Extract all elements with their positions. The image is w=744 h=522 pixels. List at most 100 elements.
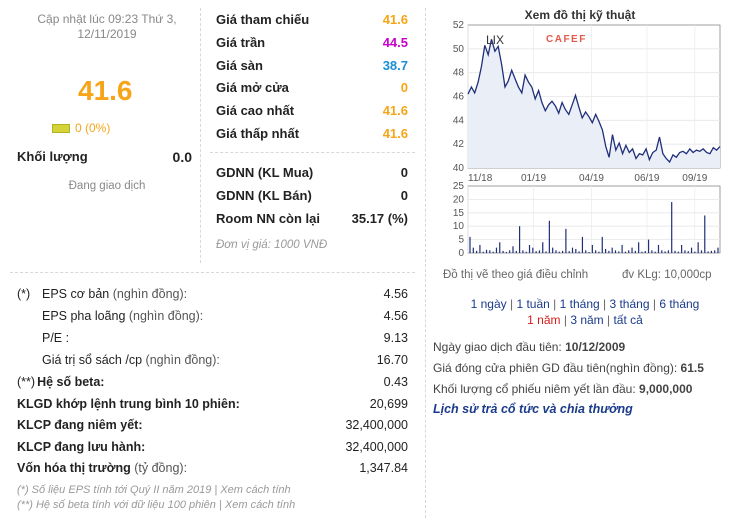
volume-bar	[667, 250, 669, 253]
first-close-price: Giá đóng cửa phiên GD đầu tiên(nghìn đồn…	[433, 361, 704, 375]
initial-listed-volume-label: Khối lượng cổ phiếu niêm yết lần đầu:	[433, 382, 636, 396]
update-time: Cập nhật lúc 09:23 Thứ 3, 12/11/2019	[22, 12, 192, 42]
volume-bar	[469, 236, 471, 253]
timeframe-all[interactable]: tất cả	[613, 313, 643, 327]
volume-bar	[674, 250, 676, 253]
foreign-sell-value: 0	[400, 188, 408, 203]
listed-shares-label: KLCP đang niêm yết:	[17, 418, 143, 432]
volume-bar	[575, 248, 577, 253]
volume-bar	[598, 251, 600, 253]
volume-bar	[522, 250, 524, 253]
timeframe-3-months[interactable]: 3 tháng	[609, 297, 650, 311]
initial-listed-volume-value: 9,000,000	[639, 382, 693, 396]
first-trading-day-value: 10/12/2009	[565, 340, 626, 354]
dividend-history-link[interactable]: Lịch sử trả cổ tức và chia thưởng	[433, 402, 633, 416]
timeframe-6-months[interactable]: 6 tháng	[659, 297, 700, 311]
volume-bar	[548, 220, 550, 253]
update-time-line2: 12/11/2019	[77, 27, 137, 41]
timeframe-1-day[interactable]: 1 ngày	[470, 297, 507, 311]
current-price: 41.6	[78, 75, 133, 106]
volume-bar	[628, 250, 630, 253]
volume-label: Khối lượng	[17, 149, 88, 164]
low-price-value: 41.6	[382, 126, 408, 141]
volume-bar	[489, 250, 491, 253]
volume-bar	[604, 248, 607, 253]
volume-bar	[621, 244, 623, 253]
volume-bar	[657, 244, 660, 253]
volume-bar	[525, 251, 527, 253]
timeframe-1-month[interactable]: 1 tháng	[559, 297, 600, 311]
floor-price-label: Giá sàn	[216, 58, 263, 73]
ref-price-label: Giá tham chiếu	[216, 12, 310, 27]
change-indicator: 0 (0%)	[52, 121, 110, 135]
volume-bar	[601, 236, 603, 253]
price-tick-label: 44	[453, 115, 465, 126]
timeframe-3-years[interactable]: 3 năm	[570, 313, 604, 327]
open-price-value: 0	[400, 80, 408, 95]
eps-basic-value: 4.56	[383, 287, 408, 301]
price-tick-label: 42	[453, 139, 465, 150]
high-price-label: Giá cao nhất	[216, 103, 295, 118]
volume-bar	[638, 242, 640, 253]
volume-bar	[624, 251, 627, 253]
volume-bar	[479, 244, 481, 253]
technical-chart[interactable]: 40 42 44 46 48 50 52 0 5 10 15 20 25 11/18 01/19 04/1…	[428, 20, 728, 265]
volume-bar	[505, 251, 507, 253]
volume-bar	[585, 250, 587, 253]
footnote-beta-link[interactable]: Xem cách tính	[224, 499, 296, 511]
beta-label: Hệ số beta:	[37, 375, 105, 389]
chart-ticker: LIX	[486, 33, 504, 47]
divider-left	[200, 8, 201, 263]
volume-bar	[512, 246, 514, 253]
book-value-label: Giá trị sổ sách /cp	[42, 353, 143, 367]
pe-row: P/E :	[17, 331, 69, 345]
volume-bar	[571, 247, 574, 253]
volume-tick-label: 15	[453, 208, 465, 219]
book-value-value: 16.70	[376, 353, 408, 367]
volume-bar	[535, 251, 537, 253]
volume-tick-label: 5	[458, 235, 464, 246]
volume-bar	[595, 250, 597, 253]
foreign-buy-label: GDNN (KL Mua)	[216, 165, 314, 180]
market-cap-unit: (tỷ đồng):	[134, 461, 188, 475]
volume-bar	[671, 202, 673, 253]
first-trading-day: Ngày giao dịch đầu tiên: 10/12/2009	[433, 340, 625, 354]
volume-bar	[492, 251, 494, 253]
footnote-eps-link[interactable]: Xem cách tính	[220, 484, 291, 496]
divider-price-foreign	[210, 152, 415, 153]
volume-plot	[467, 185, 721, 254]
volume-bar	[700, 250, 703, 253]
footnote-eps: (*) Số liệu EPS tính tới Quý II năm 2019…	[17, 484, 291, 496]
volume-bar	[509, 250, 511, 253]
x-axis: 11/18 01/19 04/19 06/19 09/19	[468, 173, 708, 184]
volume-bar	[502, 250, 504, 253]
change-value: 0 (0%)	[75, 121, 111, 135]
chart-title[interactable]: Xem đồ thị kỹ thuật	[524, 8, 636, 22]
first-close-price-label: Giá đóng cửa phiên GD đầu tiên(nghìn đồn…	[433, 361, 678, 375]
foreign-sell-label: GDNN (KL Bán)	[216, 188, 312, 203]
volume-bar	[519, 226, 521, 253]
volume-bar	[687, 251, 689, 253]
volume-bar	[634, 250, 636, 253]
volume-bar	[618, 251, 620, 253]
x-tick-label: 04/19	[579, 173, 604, 184]
eps-diluted-unit: (nghìn đồng):	[128, 309, 204, 323]
ceiling-price-label: Giá trần	[216, 35, 266, 50]
volume-bar	[681, 244, 683, 253]
volume-bar	[717, 247, 719, 253]
x-tick-label: 06/19	[634, 173, 659, 184]
eps-basic-row: (*) EPS cơ bản (nghìn đồng):	[17, 287, 187, 301]
x-tick-label: 11/18	[468, 173, 493, 184]
eps-basic-unit: (nghìn đồng):	[112, 287, 188, 301]
foreign-room-label: Room NN còn lại	[216, 211, 321, 226]
eps-diluted-value: 4.56	[383, 309, 408, 323]
book-value-unit: (nghìn đồng):	[145, 353, 220, 367]
timeframe-1-week[interactable]: 1 tuần	[516, 297, 550, 311]
divider-stats	[10, 272, 415, 273]
pe-label: P/E :	[42, 331, 70, 345]
beta-value: 0.43	[383, 375, 408, 389]
outstanding-shares-label: KLCP đang lưu hành:	[17, 440, 146, 454]
price-tick-label: 50	[453, 44, 465, 55]
timeframe-1-year[interactable]: 1 năm	[527, 313, 561, 327]
volume-bar	[651, 250, 653, 253]
